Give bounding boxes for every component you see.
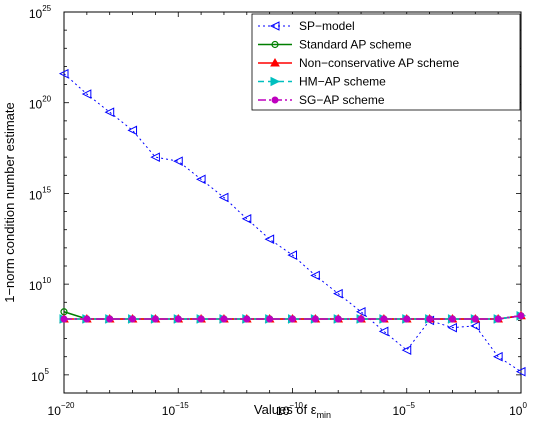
y-tick-label: 1025: [29, 4, 52, 21]
y-tick-exponent: 25: [42, 4, 51, 13]
x-tick-base: 10: [393, 404, 407, 418]
legend-label: SP−model: [299, 19, 355, 33]
data-point: [220, 315, 228, 323]
data-point: [334, 315, 342, 323]
legend-marker: [270, 57, 280, 67]
y-tick-exponent: 15: [42, 185, 51, 194]
data-point: [106, 315, 114, 323]
x-axis-label-main: Values of ε: [254, 402, 317, 417]
y-tick-label: 105: [31, 367, 49, 384]
data-point: [517, 312, 525, 320]
legend-item: HM−AP scheme: [258, 75, 386, 89]
legend-item: SP−model: [258, 19, 355, 33]
data-point: [357, 315, 365, 323]
y-tick-label: 1015: [29, 185, 52, 202]
legend-label: SG−AP scheme: [299, 93, 385, 107]
data-point: [173, 156, 183, 166]
data-point: [355, 306, 366, 317]
data-point: [129, 315, 137, 323]
data-point: [289, 315, 296, 323]
x-tick-exponent: −5: [406, 401, 416, 410]
data-point: [127, 125, 138, 136]
y-tick-label: 1020: [29, 95, 52, 112]
data-point: [401, 345, 412, 355]
data-point: [60, 315, 68, 323]
data-point: [58, 68, 69, 79]
legend-item: SG−AP scheme: [258, 93, 385, 107]
legend-marker: [271, 40, 279, 49]
data-point: [403, 315, 411, 323]
x-axis-label: Values of εmin: [254, 402, 331, 420]
legend-label: Standard AP scheme: [299, 38, 412, 52]
x-tick-label: 10−10: [276, 401, 303, 418]
x-tick-base: 10: [276, 404, 290, 418]
data-point: [243, 315, 251, 323]
y-tick-exponent: 20: [42, 95, 51, 104]
x-tick-exponent: −10: [289, 401, 303, 410]
y-tick-base: 10: [29, 188, 43, 202]
data-point: [195, 174, 206, 185]
data-point: [378, 326, 389, 337]
legend-box: [251, 13, 521, 111]
x-tick-base: 10: [48, 404, 62, 418]
data-point: [266, 315, 274, 323]
x-tick-exponent: 0: [522, 401, 527, 410]
x-tick-base: 10: [509, 404, 523, 418]
data-point: [81, 89, 92, 99]
legend-marker: [269, 21, 280, 31]
y-tick-label: 1010: [29, 276, 52, 293]
data-point: [218, 192, 229, 203]
y-tick-base: 10: [29, 7, 43, 21]
x-tick-exponent: −20: [61, 401, 75, 410]
data-point: [264, 234, 275, 245]
y-tick-base: 10: [31, 370, 45, 384]
data-point: [447, 322, 457, 333]
legend-marker: [271, 96, 279, 104]
data-point: [104, 107, 115, 118]
y-axis-label: 1−norm condition number estimate: [2, 102, 17, 303]
data-point: [197, 315, 205, 323]
x-tick-exponent: −15: [175, 401, 189, 410]
legend: SP−model Standard AP scheme Non−conservati…: [251, 13, 521, 111]
data-point: [448, 315, 456, 323]
series-4: [60, 312, 525, 323]
data-point: [310, 270, 320, 281]
data-point: [470, 321, 480, 331]
data-point: [174, 315, 182, 323]
legend-label: Non−conservative AP scheme: [299, 56, 460, 70]
data-point: [241, 213, 252, 224]
legend-item: Non−conservative AP scheme: [258, 56, 460, 70]
data-point: [494, 315, 502, 323]
data-point: [151, 315, 159, 323]
data-point: [83, 315, 91, 323]
data-point: [426, 315, 434, 323]
x-tick-label: 10−5: [393, 401, 416, 418]
data-point: [311, 315, 319, 323]
y-tick-base: 10: [29, 279, 43, 293]
data-point: [493, 351, 503, 362]
x-tick-label: 10−15: [162, 401, 189, 418]
x-tick-base: 10: [162, 404, 176, 418]
series-0: [58, 68, 526, 377]
legend-item: Standard AP scheme: [258, 38, 412, 52]
y-tick-exponent: 10: [42, 276, 51, 285]
data-point: [150, 152, 160, 162]
y-tick-exponent: 5: [44, 367, 49, 376]
data-point: [515, 366, 526, 377]
data-point: [471, 315, 479, 323]
x-tick-label: 10−20: [48, 401, 75, 418]
data-point: [287, 250, 297, 260]
data-point: [380, 315, 388, 323]
x-axis-label-subscript: min: [317, 410, 332, 420]
data-point: [333, 288, 343, 299]
legend-label: HM−AP scheme: [299, 75, 386, 89]
y-tick-base: 10: [29, 98, 43, 112]
series-line: [63, 73, 522, 373]
legend-marker: [270, 76, 281, 87]
x-tick-label: 100: [509, 401, 527, 418]
